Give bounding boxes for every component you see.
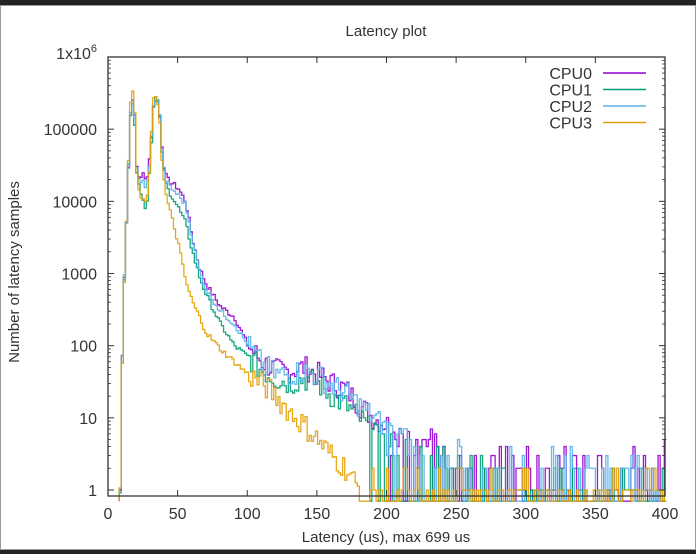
series-cpu2: [118, 100, 667, 502]
y-axis-label: Number of latency samples: [6, 181, 23, 363]
y-tick-label: 1000: [61, 267, 97, 284]
x-axis: 0 50 100 150 200 250 300 350 400: [104, 57, 679, 523]
y-tick-label: 10000: [53, 194, 98, 211]
legend-label: CPU0: [549, 66, 592, 83]
x-axis-label: Latency (us), max 699 us: [302, 529, 470, 546]
series-cpu3: [118, 90, 667, 502]
y-axis: 1 10 100 1000 10000 100000 1x106: [44, 43, 665, 500]
legend-label: CPU1: [549, 83, 592, 100]
y-tick-label: 100000: [44, 122, 97, 139]
x-tick-label: 100: [234, 506, 261, 523]
x-tick-label: 300: [512, 506, 539, 523]
y-tick-label: 10: [79, 411, 97, 428]
x-tick-label: 0: [104, 506, 113, 523]
plot-window: [0, 5, 696, 550]
legend-label: CPU3: [549, 116, 592, 133]
x-tick-label: 200: [373, 506, 400, 523]
y-tick-label: 1: [88, 483, 97, 500]
series-cpu1: [118, 96, 667, 502]
y-tick-label: 100: [70, 339, 97, 356]
x-tick-label: 400: [652, 506, 679, 523]
chart-series: [118, 90, 667, 502]
legend-label: CPU2: [549, 99, 592, 116]
x-tick-label: 250: [443, 506, 470, 523]
x-tick-label: 150: [304, 506, 331, 523]
chart-title: Latency plot: [346, 23, 428, 40]
x-tick-label: 350: [582, 506, 609, 523]
y-tick-label: 1x106: [56, 43, 97, 63]
x-tick-label: 50: [169, 506, 187, 523]
